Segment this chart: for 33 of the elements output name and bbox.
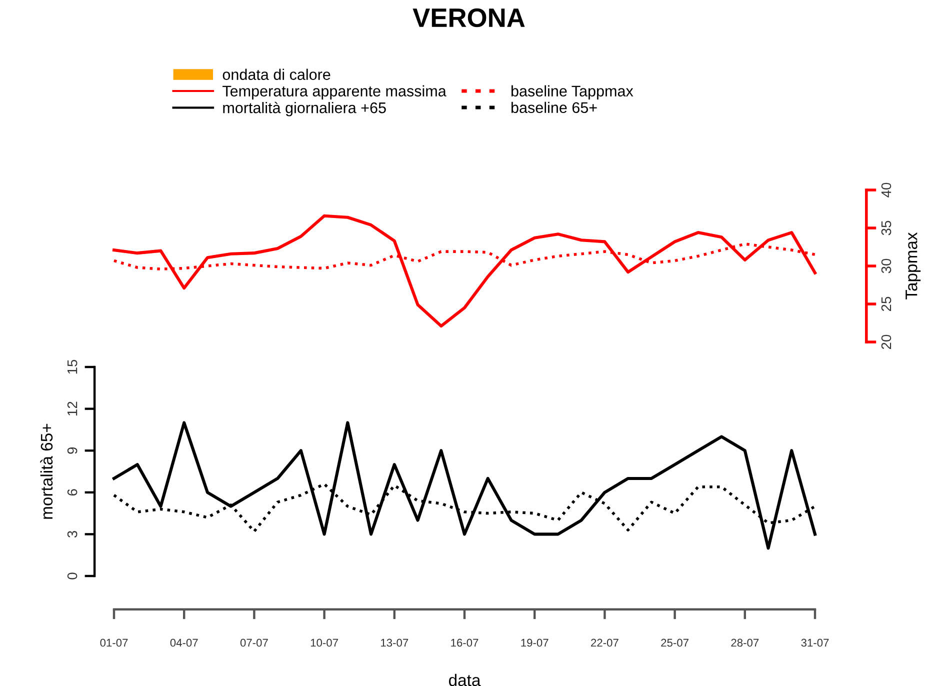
x-tick-label: 16-07 — [451, 638, 478, 647]
x-tick-label: 31-07 — [801, 638, 829, 647]
x-tick-label: 07-07 — [240, 638, 268, 647]
x-tick-label: 25-07 — [661, 638, 688, 647]
x-axis-title: data — [448, 674, 481, 686]
y-tick-label: 3 — [67, 530, 78, 538]
x-tick-label: 04-07 — [170, 638, 198, 647]
y2-tick-label: 40 — [881, 182, 892, 198]
y-axis-title: mortalità 65+ — [40, 424, 53, 519]
y-tick-label: 15 — [68, 360, 78, 374]
legend-label: baseline Tappmax — [512, 85, 634, 100]
y2-tick-label: 30 — [881, 258, 892, 274]
y2-tick-label: 25 — [881, 296, 892, 312]
legend-label: baseline 65+ — [512, 102, 597, 114]
line-series — [112, 421, 817, 550]
x-tick-label: 22-07 — [591, 638, 618, 647]
x-tick-label: 28-07 — [731, 638, 759, 647]
y-tick-label: 12 — [67, 402, 78, 416]
y2-tick-label: 35 — [881, 220, 892, 236]
x-tick-label: 10-07 — [310, 638, 338, 647]
y2-axis-title: Tappmax — [906, 232, 921, 300]
x-tick-label: 01-07 — [100, 638, 128, 647]
x-tick-label: 13-07 — [381, 638, 408, 647]
x-tick-label: 19-07 — [521, 638, 548, 647]
y-tick-label: 6 — [67, 489, 78, 496]
y-tick-label: 9 — [67, 447, 78, 454]
legend-label: mortalità giornaliera +65 — [223, 102, 386, 116]
legend-label: Temperatura apparente massima — [222, 85, 446, 100]
y2-tick-label: 20 — [881, 334, 892, 350]
legend-label: ondata di calore — [222, 68, 330, 80]
y-tick-label: 0 — [67, 572, 78, 580]
line-series — [112, 214, 817, 328]
chart-title: VERONA — [412, 8, 525, 28]
